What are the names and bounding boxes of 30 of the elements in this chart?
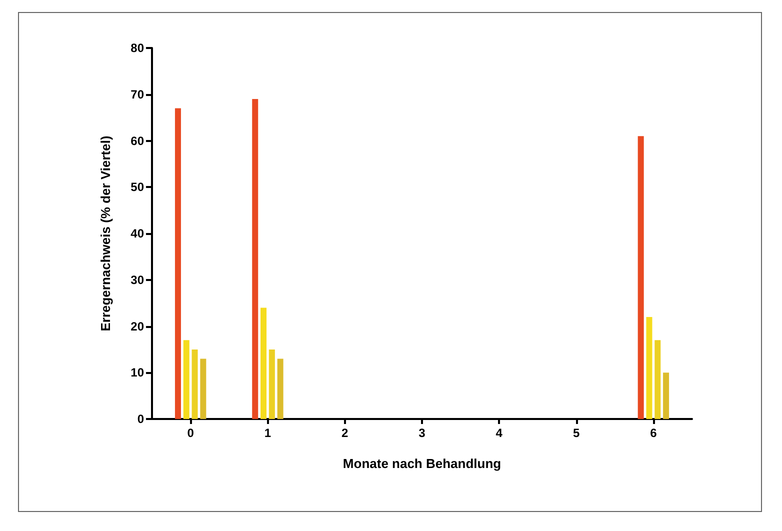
- x-tick-label: 5: [572, 426, 580, 440]
- y-tick-label: 10: [130, 366, 144, 380]
- y-tick-label: 50: [130, 180, 144, 194]
- x-axis-title: Monate nach Behandlung: [342, 456, 502, 471]
- x-tick-label: 6: [650, 426, 658, 440]
- y-tick-label: 80: [130, 41, 144, 55]
- y-tick-label: 20: [130, 319, 144, 334]
- x-tick-label: 3: [418, 426, 426, 440]
- bar: [183, 340, 190, 419]
- y-tick-label: 60: [130, 134, 144, 148]
- y-tick-label: 30: [130, 272, 144, 287]
- x-tick-label: 2: [342, 426, 349, 440]
- bar: [260, 308, 267, 419]
- x-tick-label: 1: [264, 426, 272, 440]
- y-tick-label: 0: [137, 412, 144, 426]
- bar: [268, 349, 275, 419]
- x-tick-label: 4: [496, 426, 503, 440]
- y-axis-title: Erregernachweis (% der Viertel): [98, 136, 113, 332]
- y-tick-label: 70: [130, 87, 144, 102]
- bar: [252, 99, 258, 419]
- x-tick-label: 0: [187, 426, 194, 440]
- bar: [638, 136, 644, 419]
- bar: [192, 349, 198, 419]
- y-tick-label: 40: [130, 226, 144, 240]
- bar: [200, 358, 206, 419]
- bar: [277, 358, 284, 419]
- bar: [646, 316, 652, 419]
- bar: [663, 372, 670, 419]
- bar: [174, 108, 181, 419]
- bar: [654, 340, 661, 419]
